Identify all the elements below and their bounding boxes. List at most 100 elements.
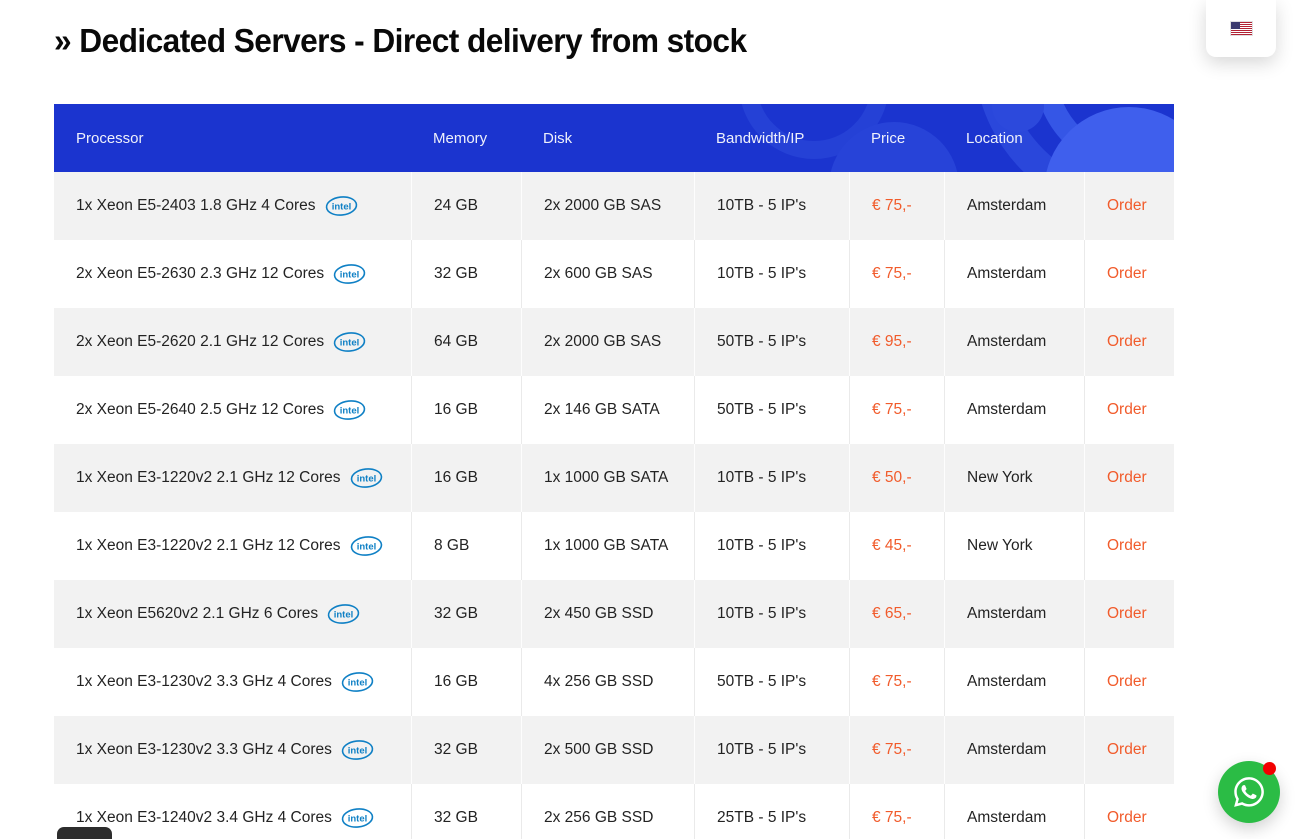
cell-memory: 24 GB xyxy=(411,172,521,240)
notification-dot xyxy=(1263,762,1276,775)
cell-disk: 1x 1000 GB SATA xyxy=(521,444,694,512)
svg-text:intel: intel xyxy=(348,678,368,689)
column-header-location: Location xyxy=(966,129,1023,147)
cell-processor: 2x Xeon E5-2620 2.1 GHz 12 Cores intel xyxy=(54,308,411,376)
cell-memory: 8 GB xyxy=(411,512,521,580)
order-link[interactable]: Order xyxy=(1107,809,1147,826)
cell-disk: 2x 450 GB SSD xyxy=(521,580,694,648)
table-header-row: Processor Memory Disk Bandwidth/IP Price… xyxy=(54,104,1174,172)
dedicated-servers-table: Processor Memory Disk Bandwidth/IP Price… xyxy=(54,104,1174,839)
table-row: 2x Xeon E5-2630 2.3 GHz 12 Cores intel 3… xyxy=(54,240,1174,308)
svg-text:intel: intel xyxy=(334,610,354,621)
cell-bandwidth: 10TB - 5 IP's xyxy=(694,580,849,648)
cell-order: Order xyxy=(1084,784,1174,839)
intel-logo-icon: intel xyxy=(350,536,382,556)
svg-text:intel: intel xyxy=(356,474,376,485)
cell-memory: 32 GB xyxy=(411,240,521,308)
cell-location: New York xyxy=(944,444,1084,512)
cell-location: Amsterdam xyxy=(944,580,1084,648)
cell-location: Amsterdam xyxy=(944,784,1084,839)
cell-order: Order xyxy=(1084,580,1174,648)
cell-price: € 75,- xyxy=(849,648,944,716)
cell-processor: 1x Xeon E3-1220v2 2.1 GHz 12 Cores intel xyxy=(54,444,411,512)
column-header-processor: Processor xyxy=(76,129,144,147)
intel-logo-icon: intel xyxy=(333,400,366,420)
column-header-price: Price xyxy=(871,129,906,147)
cell-order: Order xyxy=(1084,172,1174,240)
cell-price: € 95,- xyxy=(849,308,944,376)
cell-processor: 1x Xeon E3-1240v2 3.4 GHz 4 Cores intel xyxy=(54,784,411,839)
column-header-bandwidth: Bandwidth/IP xyxy=(716,129,805,147)
table-row: 1x Xeon E3-1230v2 3.3 GHz 4 Cores intel … xyxy=(54,716,1174,784)
intel-logo-icon: intel xyxy=(327,604,360,624)
cell-bandwidth: 50TB - 5 IP's xyxy=(694,648,849,716)
svg-text:intel: intel xyxy=(340,270,360,281)
cell-bandwidth: 10TB - 5 IP's xyxy=(694,512,849,580)
cell-bandwidth: 50TB - 5 IP's xyxy=(694,308,849,376)
table-row: 1x Xeon E3-1220v2 2.1 GHz 12 Cores intel… xyxy=(54,444,1174,512)
table-row: 1x Xeon E3-1220v2 2.1 GHz 12 Cores intel… xyxy=(54,512,1174,580)
cell-processor: 2x Xeon E5-2640 2.5 GHz 12 Cores intel xyxy=(54,376,411,444)
cell-location: Amsterdam xyxy=(944,308,1084,376)
page-title: » Dedicated Servers - Direct delivery fr… xyxy=(54,22,747,59)
cell-price: € 75,- xyxy=(849,172,944,240)
order-link[interactable]: Order xyxy=(1107,741,1147,758)
cell-processor: 2x Xeon E5-2630 2.3 GHz 12 Cores intel xyxy=(54,240,411,308)
cell-memory: 16 GB xyxy=(411,648,521,716)
column-header-disk: Disk xyxy=(543,129,573,147)
column-header-memory: Memory xyxy=(433,129,488,147)
cell-bandwidth: 10TB - 5 IP's xyxy=(694,444,849,512)
table-row: 1x Xeon E3-1230v2 3.3 GHz 4 Cores intel … xyxy=(54,648,1174,716)
intel-logo-icon: intel xyxy=(333,264,366,284)
cell-disk: 1x 1000 GB SATA xyxy=(521,512,694,580)
cell-bandwidth: 10TB - 5 IP's xyxy=(694,172,849,240)
table-row: 1x Xeon E3-1240v2 3.4 GHz 4 Cores intel … xyxy=(54,784,1174,839)
cell-processor: 1x Xeon E3-1230v2 3.3 GHz 4 Cores intel xyxy=(54,716,411,784)
order-link[interactable]: Order xyxy=(1107,333,1147,350)
order-link[interactable]: Order xyxy=(1107,265,1147,282)
svg-text:intel: intel xyxy=(348,746,368,757)
table-row: 1x Xeon E5620v2 2.1 GHz 6 Cores intel 32… xyxy=(54,580,1174,648)
cell-memory: 32 GB xyxy=(411,784,521,839)
intel-logo-icon: intel xyxy=(341,808,374,828)
order-link[interactable]: Order xyxy=(1107,401,1147,418)
whatsapp-icon xyxy=(1234,777,1264,807)
cell-price: € 65,- xyxy=(849,580,944,648)
intel-logo-icon: intel xyxy=(350,468,382,488)
cell-disk: 2x 2000 GB SAS xyxy=(521,172,694,240)
cell-location: Amsterdam xyxy=(944,240,1084,308)
cell-order: Order xyxy=(1084,308,1174,376)
svg-text:intel: intel xyxy=(331,202,351,213)
language-switcher[interactable] xyxy=(1206,0,1276,57)
cell-processor: 1x Xeon E5-2403 1.8 GHz 4 Cores intel xyxy=(54,172,411,240)
us-flag-icon xyxy=(1229,21,1253,36)
cell-memory: 32 GB xyxy=(411,716,521,784)
cell-bandwidth: 10TB - 5 IP's xyxy=(694,240,849,308)
order-link[interactable]: Order xyxy=(1107,537,1147,554)
cell-price: € 75,- xyxy=(849,240,944,308)
cell-location: Amsterdam xyxy=(944,716,1084,784)
cell-order: Order xyxy=(1084,444,1174,512)
order-link[interactable]: Order xyxy=(1107,673,1147,690)
cell-order: Order xyxy=(1084,376,1174,444)
cell-disk: 2x 500 GB SSD xyxy=(521,716,694,784)
cell-memory: 16 GB xyxy=(411,376,521,444)
cell-disk: 2x 256 GB SSD xyxy=(521,784,694,839)
table-row: 2x Xeon E5-2620 2.1 GHz 12 Cores intel 6… xyxy=(54,308,1174,376)
cell-processor: 1x Xeon E3-1220v2 2.1 GHz 12 Cores intel xyxy=(54,512,411,580)
cell-order: Order xyxy=(1084,716,1174,784)
server-table-body: 1x Xeon E5-2403 1.8 GHz 4 Cores intel 24… xyxy=(54,172,1174,839)
cell-memory: 64 GB xyxy=(411,308,521,376)
order-link[interactable]: Order xyxy=(1107,197,1147,214)
bottom-left-tab[interactable] xyxy=(57,827,112,839)
order-link[interactable]: Order xyxy=(1107,469,1147,486)
intel-logo-icon: intel xyxy=(341,672,374,692)
table-row: 1x Xeon E5-2403 1.8 GHz 4 Cores intel 24… xyxy=(54,172,1174,240)
cell-price: € 50,- xyxy=(849,444,944,512)
whatsapp-chat-button[interactable] xyxy=(1218,761,1280,823)
cell-price: € 75,- xyxy=(849,716,944,784)
cell-disk: 2x 2000 GB SAS xyxy=(521,308,694,376)
order-link[interactable]: Order xyxy=(1107,605,1147,622)
cell-location: Amsterdam xyxy=(944,648,1084,716)
cell-order: Order xyxy=(1084,240,1174,308)
